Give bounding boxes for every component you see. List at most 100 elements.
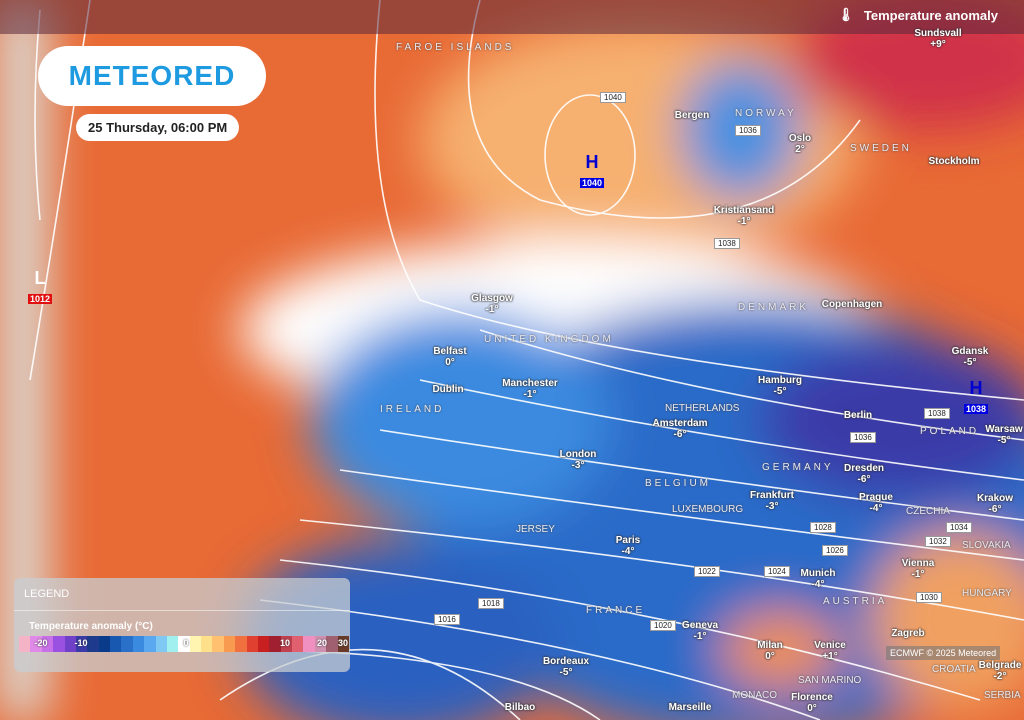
- city-name: Kristiansand: [713, 205, 775, 216]
- city-label[interactable]: Belgrade -2°: [979, 660, 1022, 682]
- country-label: FRANCE: [586, 605, 646, 616]
- city-label[interactable]: Vienna -1°: [902, 558, 935, 580]
- city-name: Sundsvall: [914, 28, 962, 39]
- city-temperature: -6°: [673, 429, 687, 440]
- city-temperature: 0°: [807, 703, 817, 714]
- city-label[interactable]: Hamburg -5°: [758, 375, 802, 397]
- layer-title[interactable]: 🌡 Temperature anomaly: [837, 7, 998, 23]
- country-label: SWEDEN: [850, 143, 912, 154]
- city-label[interactable]: Warsaw -5°: [985, 424, 1022, 446]
- city-label[interactable]: Bilbao: [505, 702, 536, 713]
- scale-swatch: [132, 636, 145, 652]
- city-label[interactable]: Sundsvall +9°: [914, 28, 961, 50]
- scale-swatch: [155, 636, 167, 652]
- city-label[interactable]: Paris -4°: [616, 535, 640, 557]
- legend-title: LEGEND: [14, 578, 350, 611]
- city-label[interactable]: Florence 0°: [791, 692, 833, 714]
- meteored-logo[interactable]: METEORED: [38, 46, 266, 106]
- scale-swatch: [75, 636, 88, 652]
- city-temperature: +9°: [930, 39, 946, 50]
- city-label[interactable]: Manchester -1°: [502, 378, 558, 400]
- city-label[interactable]: Milan 0°: [757, 640, 783, 662]
- city-temperature: 2°: [795, 144, 805, 155]
- city-temperature: -5°: [997, 435, 1011, 446]
- city-label[interactable]: Krakow -6°: [977, 493, 1013, 515]
- city-label[interactable]: London -3°: [560, 449, 597, 471]
- scale-swatch: [53, 636, 65, 652]
- city-label[interactable]: Dublin: [432, 384, 463, 395]
- scale-swatch: [212, 636, 224, 652]
- scale-swatch: [189, 636, 201, 652]
- city-temperature: -4°: [869, 503, 883, 514]
- isobar-label: 1040: [600, 92, 626, 103]
- city-name: Copenhagen: [821, 299, 883, 310]
- scale-swatch: [257, 636, 270, 652]
- city-temperature: -4°: [621, 546, 635, 557]
- city-label[interactable]: Kristiansand -1°: [714, 205, 775, 227]
- city-label[interactable]: Stockholm: [928, 156, 979, 167]
- city-name: Dresden: [843, 463, 885, 474]
- city-name: Prague: [859, 492, 893, 503]
- city-label[interactable]: Prague -4°: [859, 492, 893, 514]
- scale-swatch: [292, 636, 304, 652]
- city-label[interactable]: Bordeaux -5°: [543, 656, 589, 678]
- scale-swatch: [246, 636, 258, 652]
- legend-subtitle: Temperature anomaly (°C): [29, 621, 153, 632]
- country-label: POLAND: [920, 426, 980, 437]
- city-label[interactable]: Frankfurt -3°: [750, 490, 794, 512]
- city-name: Krakow: [976, 493, 1014, 504]
- city-label[interactable]: Gdansk -5°: [952, 346, 989, 368]
- color-scale: [19, 636, 349, 652]
- city-temperature: -3°: [765, 501, 779, 512]
- city-temperature: -1°: [737, 216, 751, 227]
- city-name: Vienna: [901, 558, 935, 569]
- country-label: AUSTRIA: [823, 596, 888, 607]
- city-label[interactable]: Venice +1°: [814, 640, 846, 662]
- city-label[interactable]: Bergen: [675, 110, 709, 121]
- scale-swatch: [98, 636, 110, 652]
- country-label: UNITED KINGDOM: [484, 334, 614, 345]
- isobar-label: 1020: [650, 620, 676, 631]
- scale-swatch: [64, 636, 76, 652]
- city-label[interactable]: Geneva -1°: [682, 620, 718, 642]
- forecast-date[interactable]: 25 Thursday, 06:00 PM: [76, 114, 240, 141]
- color-scale-labels: -20 -10 0 10 20 30: [19, 636, 349, 652]
- isobar-label: 1032: [925, 536, 951, 547]
- isobar-label: 1036: [850, 432, 876, 443]
- city-label[interactable]: Marseille: [669, 702, 712, 713]
- city-name: Bilbao: [504, 702, 536, 713]
- city-temperature: -5°: [559, 667, 573, 678]
- city-temperature: 0°: [765, 651, 775, 662]
- scale-swatch: [30, 636, 42, 652]
- credit: ECMWF © 2025 Meteored: [886, 646, 1001, 660]
- city-name: Warsaw: [985, 424, 1023, 435]
- city-temperature: -1°: [911, 569, 925, 580]
- scale-swatch: [269, 636, 281, 652]
- city-label[interactable]: Munich -4°: [801, 568, 836, 590]
- isobar-label: 1028: [810, 522, 836, 533]
- country-label: GERMANY: [762, 462, 834, 473]
- city-label[interactable]: Belfast 0°: [433, 346, 466, 368]
- country-label: IRELAND: [380, 404, 445, 415]
- country-label: CROATIA: [932, 664, 976, 675]
- city-name: Gdansk: [951, 346, 989, 357]
- city-label[interactable]: Amsterdam -6°: [652, 418, 707, 440]
- city-label[interactable]: Berlin: [844, 410, 872, 421]
- city-name: Manchester: [502, 378, 558, 389]
- scale-swatch: [110, 636, 122, 652]
- city-name: Milan: [757, 640, 783, 651]
- city-temperature: -5°: [963, 357, 977, 368]
- scale-swatch: [87, 636, 99, 652]
- scale-swatch: [166, 636, 179, 652]
- city-label[interactable]: Dresden -6°: [844, 463, 884, 485]
- isobar-label: 1016: [434, 614, 460, 625]
- city-label[interactable]: Oslo 2°: [789, 133, 811, 155]
- city-label[interactable]: Copenhagen: [822, 299, 883, 310]
- city-label[interactable]: Glasgow -1°: [471, 293, 513, 315]
- scale-swatch: [178, 636, 190, 652]
- city-label[interactable]: Zagreb: [891, 628, 924, 639]
- scale-tick: 20: [316, 638, 328, 648]
- country-label: MONACO: [732, 690, 777, 701]
- isobar-label: 1038: [714, 238, 740, 249]
